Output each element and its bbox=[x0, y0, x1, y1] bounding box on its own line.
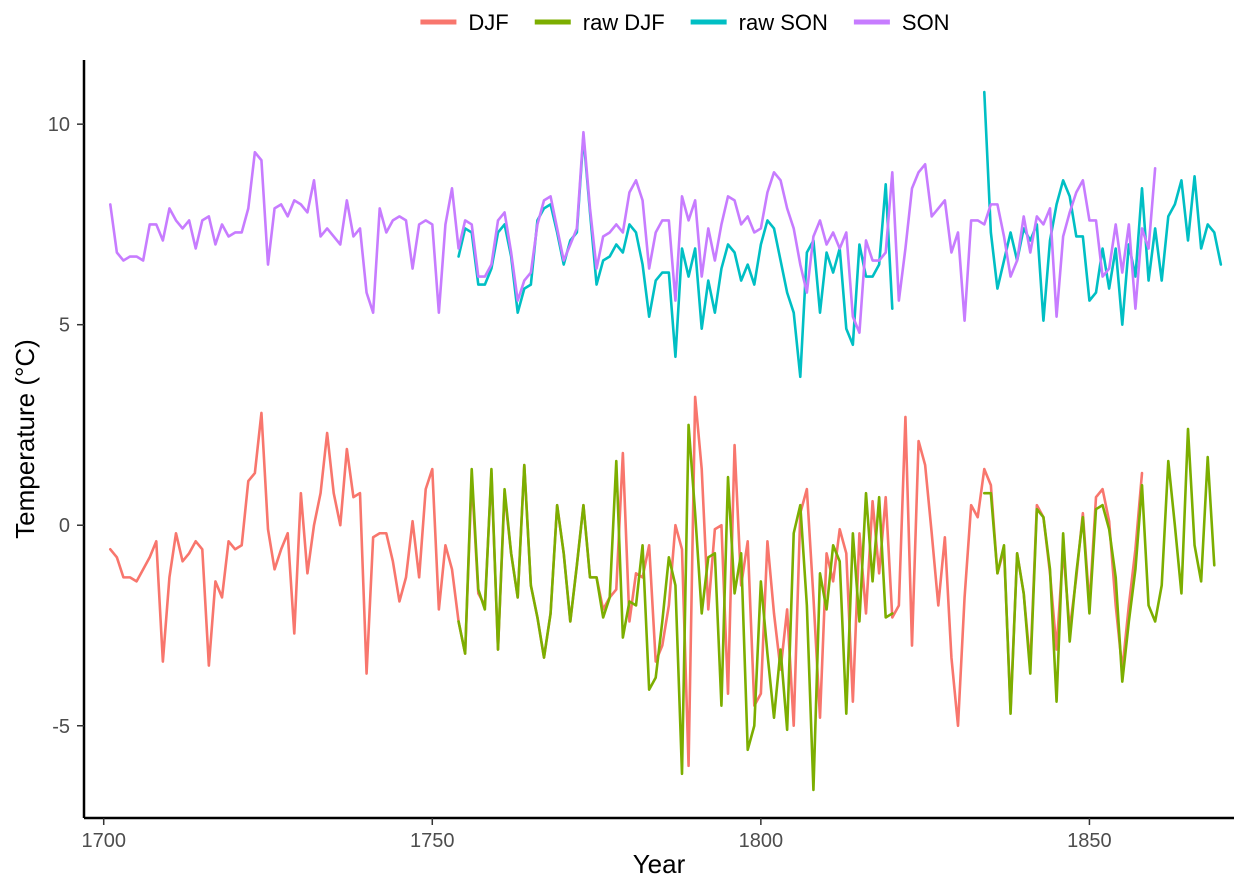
series-line-raw-son bbox=[982, 90, 1223, 327]
legend-label: raw DJF bbox=[583, 10, 665, 35]
y-axis-title: Temperature (°C) bbox=[10, 339, 40, 539]
legend-label: SON bbox=[902, 10, 950, 35]
series-line-raw-djf bbox=[457, 423, 894, 792]
series-line-djf bbox=[108, 395, 1144, 768]
axes bbox=[82, 60, 1234, 820]
x-axis-title: Year bbox=[633, 849, 686, 879]
y-axis-ticks: -5 0 5 10 bbox=[48, 114, 84, 738]
y-tick-label: 5 bbox=[59, 315, 70, 337]
x-tick-label: 1750 bbox=[410, 830, 455, 852]
y-tick-label: 0 bbox=[59, 515, 70, 537]
legend: DJF raw DJF raw SON SON bbox=[420, 10, 950, 35]
y-tick-label: -5 bbox=[52, 716, 70, 738]
series-line-raw-son bbox=[457, 134, 894, 379]
x-axis-ticks: 1700 1750 1800 1850 bbox=[81, 818, 1112, 852]
legend-label: DJF bbox=[468, 10, 508, 35]
plot-lines bbox=[108, 90, 1223, 792]
x-tick-label: 1800 bbox=[739, 830, 784, 852]
series-line-son bbox=[108, 130, 1157, 335]
legend-label: raw SON bbox=[739, 10, 828, 35]
series-line-raw-djf bbox=[982, 427, 1216, 716]
y-tick-label: 10 bbox=[48, 114, 70, 136]
x-tick-label: 1700 bbox=[81, 830, 126, 852]
x-tick-label: 1850 bbox=[1067, 830, 1112, 852]
